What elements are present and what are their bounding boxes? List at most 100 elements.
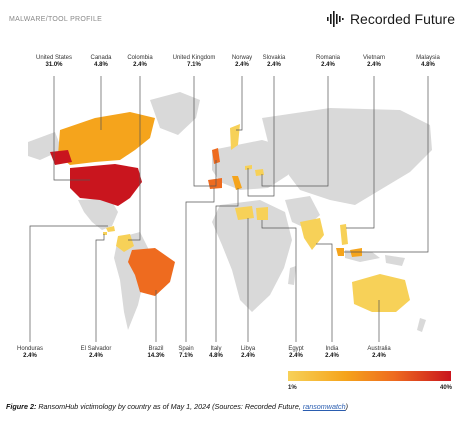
- country-name: Italy: [210, 346, 222, 352]
- el-salvador-shape: [103, 232, 107, 235]
- leader-line-honduras: [29, 225, 108, 342]
- figure-label: Figure 2:: [6, 402, 37, 411]
- country-name: Australia: [367, 346, 391, 352]
- country-value: 4.8%: [209, 352, 223, 359]
- country-name: Libya: [240, 346, 256, 352]
- callout-libya: Libya 2.4%: [218, 346, 278, 360]
- country-value: 2.4%: [235, 61, 249, 68]
- country-name: Norway: [231, 55, 253, 61]
- country-name: Egypt: [288, 346, 304, 352]
- country-name: Vietnam: [363, 55, 385, 61]
- recorded-future-logo-icon: [326, 11, 344, 27]
- country-name: United Kingdom: [172, 55, 216, 61]
- country-name: Honduras: [16, 346, 43, 352]
- mexico-shape: [78, 198, 118, 230]
- country-value: 2.4%: [241, 352, 255, 359]
- profile-label: MALWARE/TOOL PROFILE: [9, 16, 103, 23]
- vietnam-shape: [340, 224, 348, 245]
- italy-shape: [232, 176, 242, 190]
- country-name: El Salvador: [80, 346, 112, 352]
- egypt-shape: [256, 207, 268, 220]
- leader-line-india: [316, 243, 333, 342]
- new-zealand-shape: [417, 318, 426, 332]
- country-value: 2.4%: [289, 352, 303, 359]
- callout-india: India 2.4%: [302, 346, 362, 360]
- greenland-shape: [150, 92, 200, 135]
- malaysia-shape: [336, 248, 344, 256]
- leader-line-malaysia: [344, 76, 429, 253]
- country-name: Malaysia: [416, 55, 440, 61]
- callout-spain: Spain 7.1%: [156, 346, 216, 360]
- leader-line-italy: [215, 188, 239, 342]
- caption-text: RansomHub victimology by country as of M…: [36, 402, 303, 411]
- callout-norway: Norway 2.4%: [212, 55, 272, 69]
- legend-max-label: 40%: [440, 385, 453, 391]
- country-value: 2.4%: [89, 352, 103, 359]
- country-value: 2.4%: [372, 352, 386, 359]
- leader-line-united-kingdom: [193, 76, 217, 187]
- country-value: 2.4%: [321, 61, 335, 68]
- caption-suffix: ): [345, 402, 348, 411]
- callout-el-salvador: El Salvador 2.4%: [66, 346, 126, 360]
- leader-line-colombia: [128, 76, 141, 241]
- callout-slovakia: Slovakia 2.4%: [244, 55, 304, 69]
- country-name: Slovakia: [262, 55, 286, 61]
- figure-caption: Figure 2: RansomHub victimology by count…: [6, 402, 466, 411]
- madagascar-shape: [288, 266, 296, 285]
- country-name: Romania: [315, 55, 340, 61]
- libya-shape: [235, 206, 254, 220]
- united-states-shape: [70, 164, 142, 206]
- brazil-shape: [128, 248, 175, 296]
- callout-honduras: Honduras 2.4%: [0, 346, 60, 360]
- legend-min-label: 1%: [288, 385, 297, 391]
- country-value: 4.8%: [94, 61, 108, 68]
- callout-brazil: Brazil 14.3%: [126, 346, 186, 360]
- country-name: Colombia: [127, 55, 153, 61]
- asia-shape: [262, 108, 432, 205]
- leader-line-united-states: [53, 76, 90, 181]
- callout-egypt: Egypt 2.4%: [266, 346, 326, 360]
- country-value: 2.4%: [133, 61, 147, 68]
- leader-lines: [29, 76, 429, 342]
- canada-shape: [58, 112, 155, 165]
- united-kingdom-shape: [212, 148, 220, 164]
- callout-australia: Australia 2.4%: [349, 346, 409, 360]
- spain-shape: [208, 178, 222, 189]
- malaysia-borneo-shape: [350, 248, 362, 257]
- leader-line-egypt: [261, 220, 297, 342]
- leader-line-el-salvador: [95, 234, 105, 342]
- country-value: 31.0%: [45, 61, 63, 68]
- callout-romania: Romania 2.4%: [298, 55, 358, 69]
- australia-shape: [352, 274, 410, 312]
- country-value: 7.1%: [179, 352, 193, 359]
- honduras-shape: [106, 226, 115, 232]
- slovakia-shape: [245, 165, 252, 170]
- country-name: India: [325, 346, 339, 352]
- source-link[interactable]: ransomwatch: [302, 402, 346, 411]
- leader-line-spain: [185, 188, 215, 342]
- callout-malaysia: Malaysia 4.8%: [398, 55, 458, 69]
- highlighted-countries: [50, 112, 410, 312]
- papua-shape: [385, 255, 405, 266]
- leader-line-norway: [236, 76, 243, 131]
- callout-canada: Canada 4.8%: [71, 55, 131, 69]
- country-value: 7.1%: [187, 61, 201, 68]
- leader-line-slovakia: [247, 76, 275, 197]
- callout-italy: Italy 4.8%: [186, 346, 246, 360]
- callout-united-kingdom: United Kingdom 7.1%: [164, 55, 224, 69]
- united-states-alaska-shape: [50, 150, 72, 165]
- country-value: 14.3%: [147, 352, 165, 359]
- brand: Recorded Future: [326, 6, 455, 32]
- colombia-shape: [116, 234, 134, 252]
- brand-name: Recorded Future: [349, 11, 455, 27]
- country-name: Brazil: [148, 346, 164, 352]
- romania-shape: [255, 169, 264, 176]
- country-value: 2.4%: [367, 61, 381, 68]
- legend-gradient-bar: [288, 371, 451, 381]
- country-name: Canada: [90, 55, 112, 61]
- callout-colombia: Colombia 2.4%: [110, 55, 170, 69]
- country-name: Spain: [178, 346, 194, 352]
- norway-shape: [230, 124, 240, 150]
- country-value: 2.4%: [23, 352, 37, 359]
